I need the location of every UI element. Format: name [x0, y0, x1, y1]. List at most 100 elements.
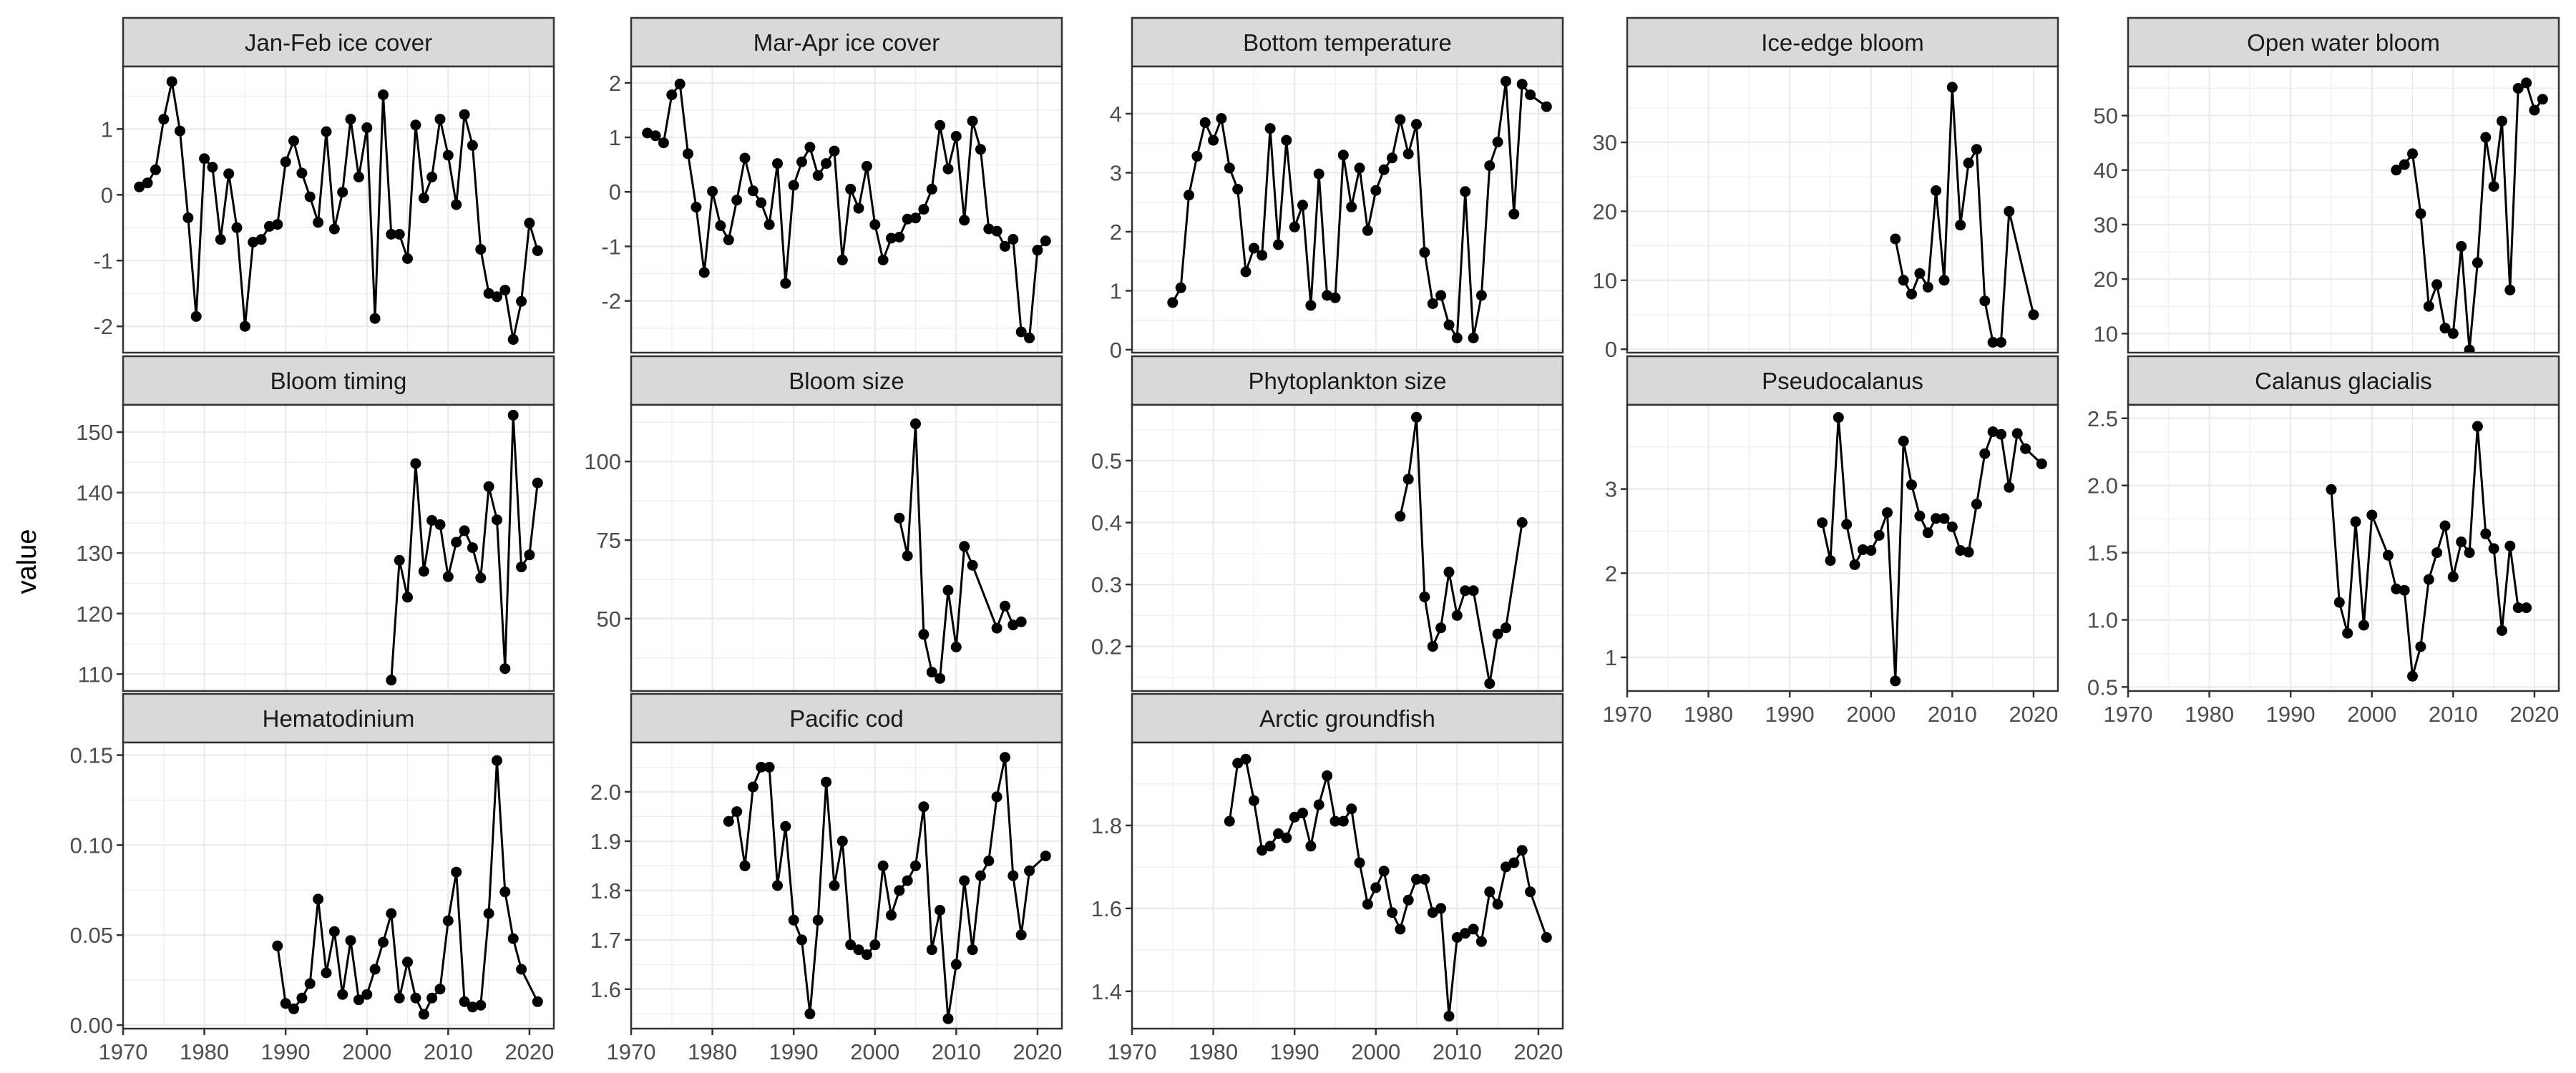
- data-point: [499, 663, 511, 675]
- data-point: [642, 127, 653, 139]
- data-point: [1427, 641, 1438, 652]
- y-tick-label: 1.8: [1091, 813, 1122, 838]
- data-point: [2521, 77, 2532, 89]
- data-point: [1000, 600, 1010, 612]
- data-point: [1914, 268, 1926, 279]
- data-point: [861, 949, 872, 961]
- data-point: [475, 999, 487, 1011]
- data-point: [2464, 547, 2475, 559]
- data-point: [467, 139, 478, 151]
- facet-strip: [630, 692, 1063, 744]
- x-tick-label: 1980: [688, 1039, 737, 1064]
- data-point: [1257, 250, 1268, 261]
- data-point: [674, 78, 686, 89]
- series: [1224, 753, 1552, 1022]
- data-point: [231, 222, 243, 233]
- data-point: [142, 177, 153, 189]
- data-point: [345, 114, 356, 125]
- y-tick-label: 0.10: [70, 833, 113, 858]
- data-point: [731, 195, 743, 206]
- data-point: [691, 202, 702, 213]
- y-tick-label: 2: [609, 71, 621, 96]
- data-point: [1946, 521, 1958, 533]
- y-tick-label: 0.5: [1091, 449, 1122, 474]
- data-point: [1931, 185, 1942, 196]
- data-point: [1979, 448, 1991, 459]
- data-point: [1305, 841, 1317, 852]
- data-point: [1289, 811, 1300, 823]
- data-point: [845, 183, 857, 195]
- data-point: [2415, 208, 2426, 220]
- facet-title: Bloom size: [789, 368, 904, 394]
- data-point: [1946, 82, 1958, 93]
- data-point: [1378, 866, 1390, 877]
- data-point: [1541, 932, 1552, 943]
- data-point: [902, 875, 913, 886]
- data-point: [950, 959, 962, 970]
- y-tick-label: 50: [2094, 104, 2118, 129]
- data-point: [959, 541, 970, 552]
- x-tick-label: 1970: [99, 1039, 148, 1064]
- y-tick-label: 140: [76, 481, 113, 506]
- data-point: [369, 313, 381, 324]
- y-tick-label: 0: [1110, 338, 1122, 363]
- data-point: [418, 1009, 429, 1020]
- panel-border: [1626, 65, 2059, 354]
- data-point: [747, 781, 758, 793]
- data-point: [499, 285, 511, 296]
- data-point: [1906, 479, 1917, 491]
- data-point: [1468, 585, 1479, 597]
- data-point: [1931, 513, 1942, 524]
- facet-strip: [630, 355, 1063, 406]
- y-tick-label: 30: [2094, 212, 2118, 237]
- data-point: [499, 886, 511, 898]
- data-point: [1971, 144, 1982, 155]
- data-point: [2431, 547, 2443, 559]
- data-point: [199, 153, 210, 165]
- data-point: [483, 908, 494, 919]
- data-point: [1322, 770, 1333, 781]
- data-point: [967, 944, 978, 956]
- data-point: [361, 122, 373, 133]
- x-tick-label: 1990: [2266, 702, 2316, 727]
- facet-strip: [2127, 16, 2560, 68]
- data-point: [369, 964, 381, 975]
- data-point: [1971, 499, 1982, 510]
- data-point: [666, 89, 678, 101]
- data-point: [1337, 150, 1349, 161]
- y-tick-label: 40: [2094, 158, 2118, 183]
- facet-title: Hematodinium: [263, 705, 415, 732]
- data-point: [1024, 865, 1035, 876]
- data-point: [2521, 602, 2532, 614]
- data-point: [772, 158, 783, 170]
- y-tick-label: 1: [609, 125, 621, 150]
- y-tick-label: 1.6: [1091, 896, 1122, 921]
- plot-area: [1627, 67, 2058, 353]
- y-tick-label: 1.5: [2087, 541, 2118, 566]
- data-point: [2399, 584, 2410, 596]
- data-point: [1346, 201, 1357, 212]
- data-point: [2407, 670, 2418, 682]
- x-tick-label: 1980: [1684, 702, 1733, 727]
- y-tick-label: 0: [609, 180, 621, 205]
- y-tick-label: -1: [601, 234, 621, 259]
- data-point: [2423, 574, 2434, 585]
- data-point: [788, 180, 799, 191]
- facet-strip: [1626, 16, 2059, 68]
- data-point: [1419, 247, 1430, 258]
- data-point: [1354, 162, 1365, 174]
- y-tick-label: 30: [1593, 130, 1617, 155]
- series: [723, 752, 1051, 1024]
- data-point: [2537, 94, 2548, 105]
- data-point: [158, 114, 170, 125]
- y-tick-label: 2.0: [590, 780, 621, 805]
- data-point: [378, 89, 389, 100]
- data-point: [2391, 165, 2402, 176]
- data-point: [788, 914, 799, 926]
- data-point: [1289, 221, 1300, 232]
- y-tick-label: 10: [2094, 321, 2118, 346]
- y-axis-label: value: [12, 529, 42, 594]
- data-point: [853, 202, 864, 214]
- data-point: [272, 940, 283, 951]
